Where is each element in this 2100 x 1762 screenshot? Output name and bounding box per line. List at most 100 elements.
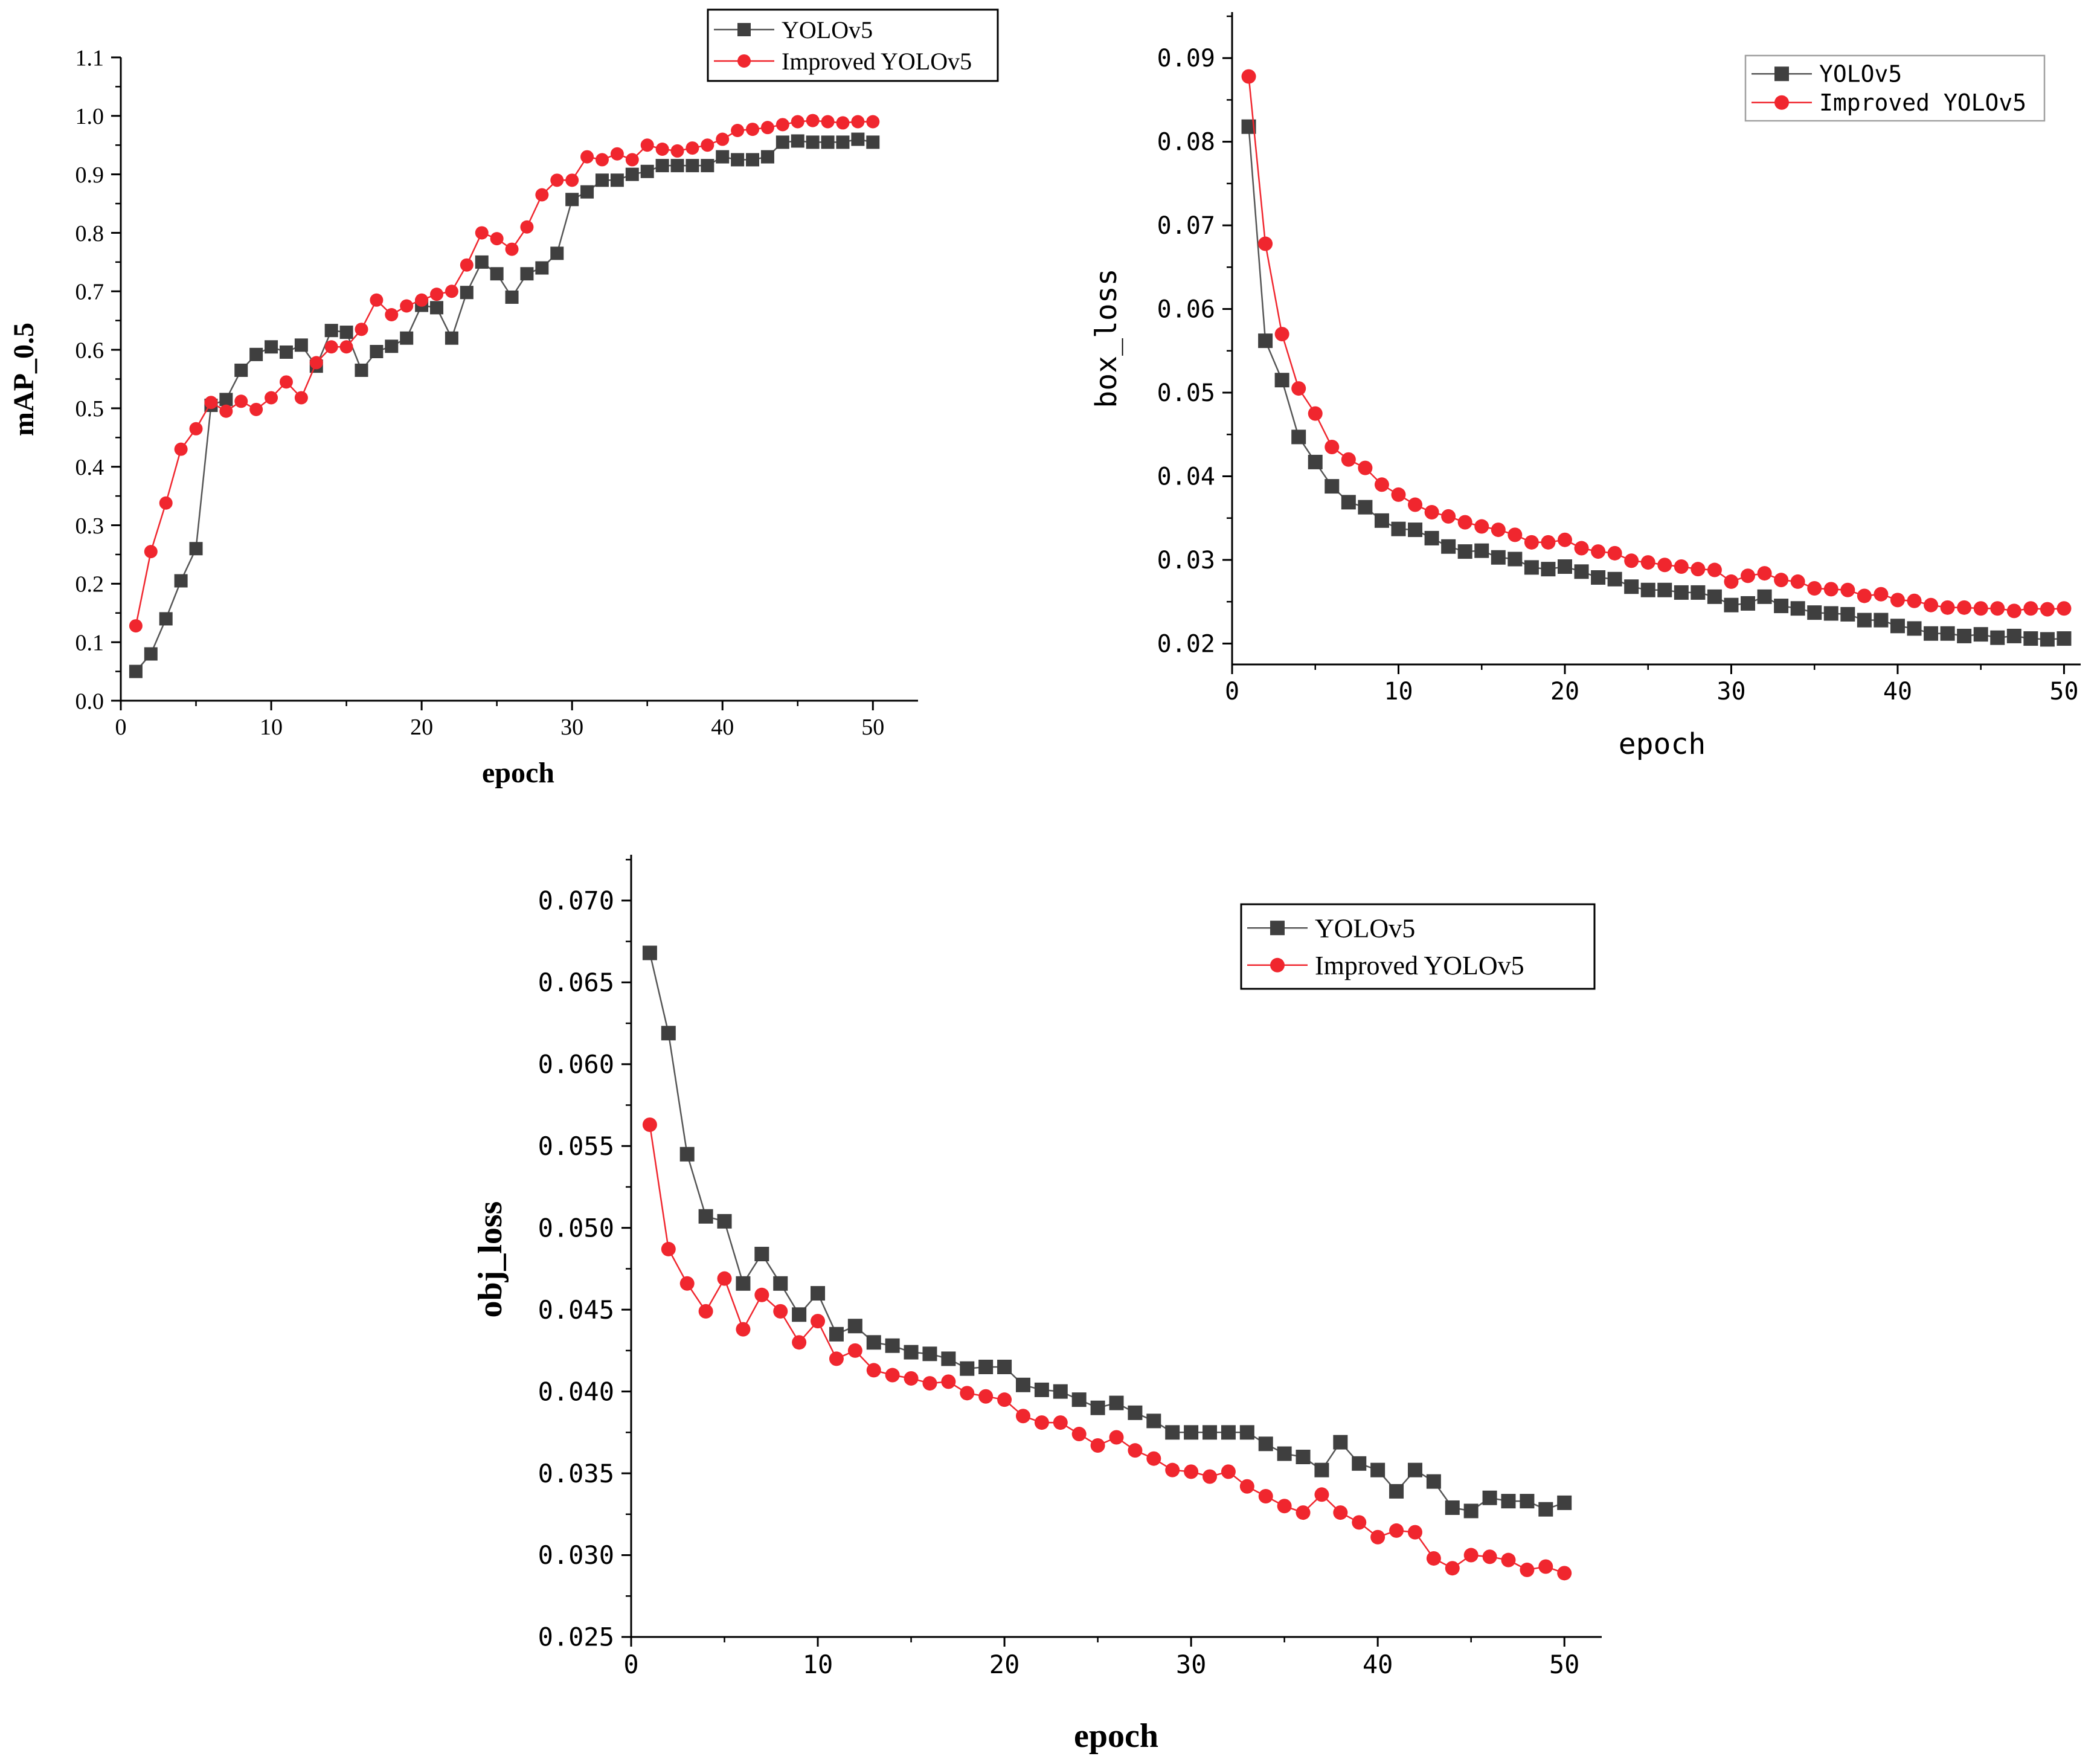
x-tick-label: 50 (1549, 1650, 1580, 1679)
y-tick-label: 0.9 (75, 162, 104, 188)
data-point (1741, 568, 1756, 584)
legend-label: Improved YOLOv5 (1819, 89, 2026, 116)
data-point (686, 141, 699, 155)
x-tick-label: 10 (260, 715, 283, 740)
data-point (1482, 1490, 1497, 1505)
data-point (1973, 627, 1988, 642)
data-point (174, 574, 188, 588)
data-point (1203, 1469, 1218, 1484)
series-line (1248, 76, 2064, 612)
data-point (1574, 564, 1589, 579)
legend-box (1240, 903, 1596, 990)
data-point (1258, 333, 1273, 349)
data-point (1874, 613, 1889, 628)
x-tick-label: 30 (560, 715, 583, 740)
data-point (265, 391, 278, 405)
data-point (2057, 601, 2072, 616)
series-line (649, 953, 1565, 1512)
data-point (679, 1276, 695, 1291)
data-point (821, 135, 835, 149)
data-point (249, 347, 263, 361)
data-point (1840, 582, 1855, 597)
data-point (1538, 1559, 1553, 1574)
data-point (904, 1345, 919, 1360)
data-point (1389, 1484, 1404, 1499)
data-point (1407, 1525, 1422, 1540)
data-point (978, 1389, 994, 1404)
x-tick-label: 0 (115, 715, 127, 740)
data-point (520, 220, 534, 234)
data-point (129, 664, 143, 678)
data-point (821, 115, 835, 129)
data-point (811, 1314, 826, 1329)
data-point (1445, 1500, 1460, 1515)
data-point (1277, 1499, 1292, 1514)
y-tick-label: 0.4 (75, 455, 104, 480)
x-tick-label: 0 (1225, 678, 1239, 706)
y-tick-label: 0.05 (1157, 379, 1215, 407)
data-point (1457, 515, 1472, 530)
data-point (400, 331, 414, 345)
data-point (279, 375, 293, 389)
data-point (1325, 440, 1340, 454)
data-point (1274, 373, 1289, 388)
data-point (640, 138, 654, 152)
data-point (1591, 544, 1606, 559)
data-point (234, 394, 248, 408)
data-point (1501, 1494, 1516, 1509)
data-point (1774, 599, 1789, 614)
data-point (851, 132, 865, 146)
y-tick-label: 0.8 (75, 221, 104, 246)
data-point (234, 363, 248, 377)
data-point (1370, 1529, 1386, 1545)
data-point (1358, 500, 1373, 515)
data-point (324, 324, 338, 338)
data-point (1524, 535, 1539, 550)
series-improved-yolov5 (642, 1117, 1572, 1581)
data-point (625, 153, 639, 167)
data-point (1296, 1449, 1311, 1464)
y-tick-label: 0.02 (1157, 630, 1215, 658)
data-point (1424, 530, 1439, 545)
data-point (535, 261, 549, 275)
data-point (1426, 1474, 1441, 1489)
y-tick-label: 0.040 (538, 1377, 614, 1406)
data-point (1391, 521, 1406, 536)
legend-marker (1270, 957, 1285, 973)
data-point (1015, 1377, 1030, 1392)
data-point (535, 188, 549, 202)
data-point (249, 402, 263, 416)
data-point (1657, 582, 1672, 597)
data-point (1184, 1425, 1199, 1440)
data-point (1341, 495, 1356, 510)
data-point (847, 1319, 862, 1334)
data-point (746, 123, 760, 137)
data-point (1520, 1494, 1535, 1509)
data-point (355, 363, 368, 377)
data-point (595, 173, 609, 187)
data-point (1374, 513, 1389, 528)
data-point (1807, 605, 1822, 620)
data-point (625, 167, 639, 181)
data-point (219, 404, 233, 418)
data-point (866, 1363, 881, 1378)
y-tick-label: 0.055 (538, 1131, 614, 1161)
legend-label: Improved YOLOv5 (782, 48, 972, 75)
data-point (1184, 1464, 1199, 1479)
data-point (670, 144, 684, 158)
data-point (385, 308, 399, 321)
data-point (1624, 579, 1639, 594)
data-point (2057, 631, 2072, 646)
data-point (836, 116, 850, 130)
data-point (550, 246, 564, 260)
data-point (1352, 1515, 1367, 1530)
data-point (1165, 1462, 1180, 1477)
data-point (1308, 406, 1323, 421)
data-point (580, 185, 594, 199)
data-point (640, 164, 654, 178)
data-point (1146, 1413, 1161, 1429)
data-point (701, 159, 714, 173)
data-point (144, 647, 158, 661)
